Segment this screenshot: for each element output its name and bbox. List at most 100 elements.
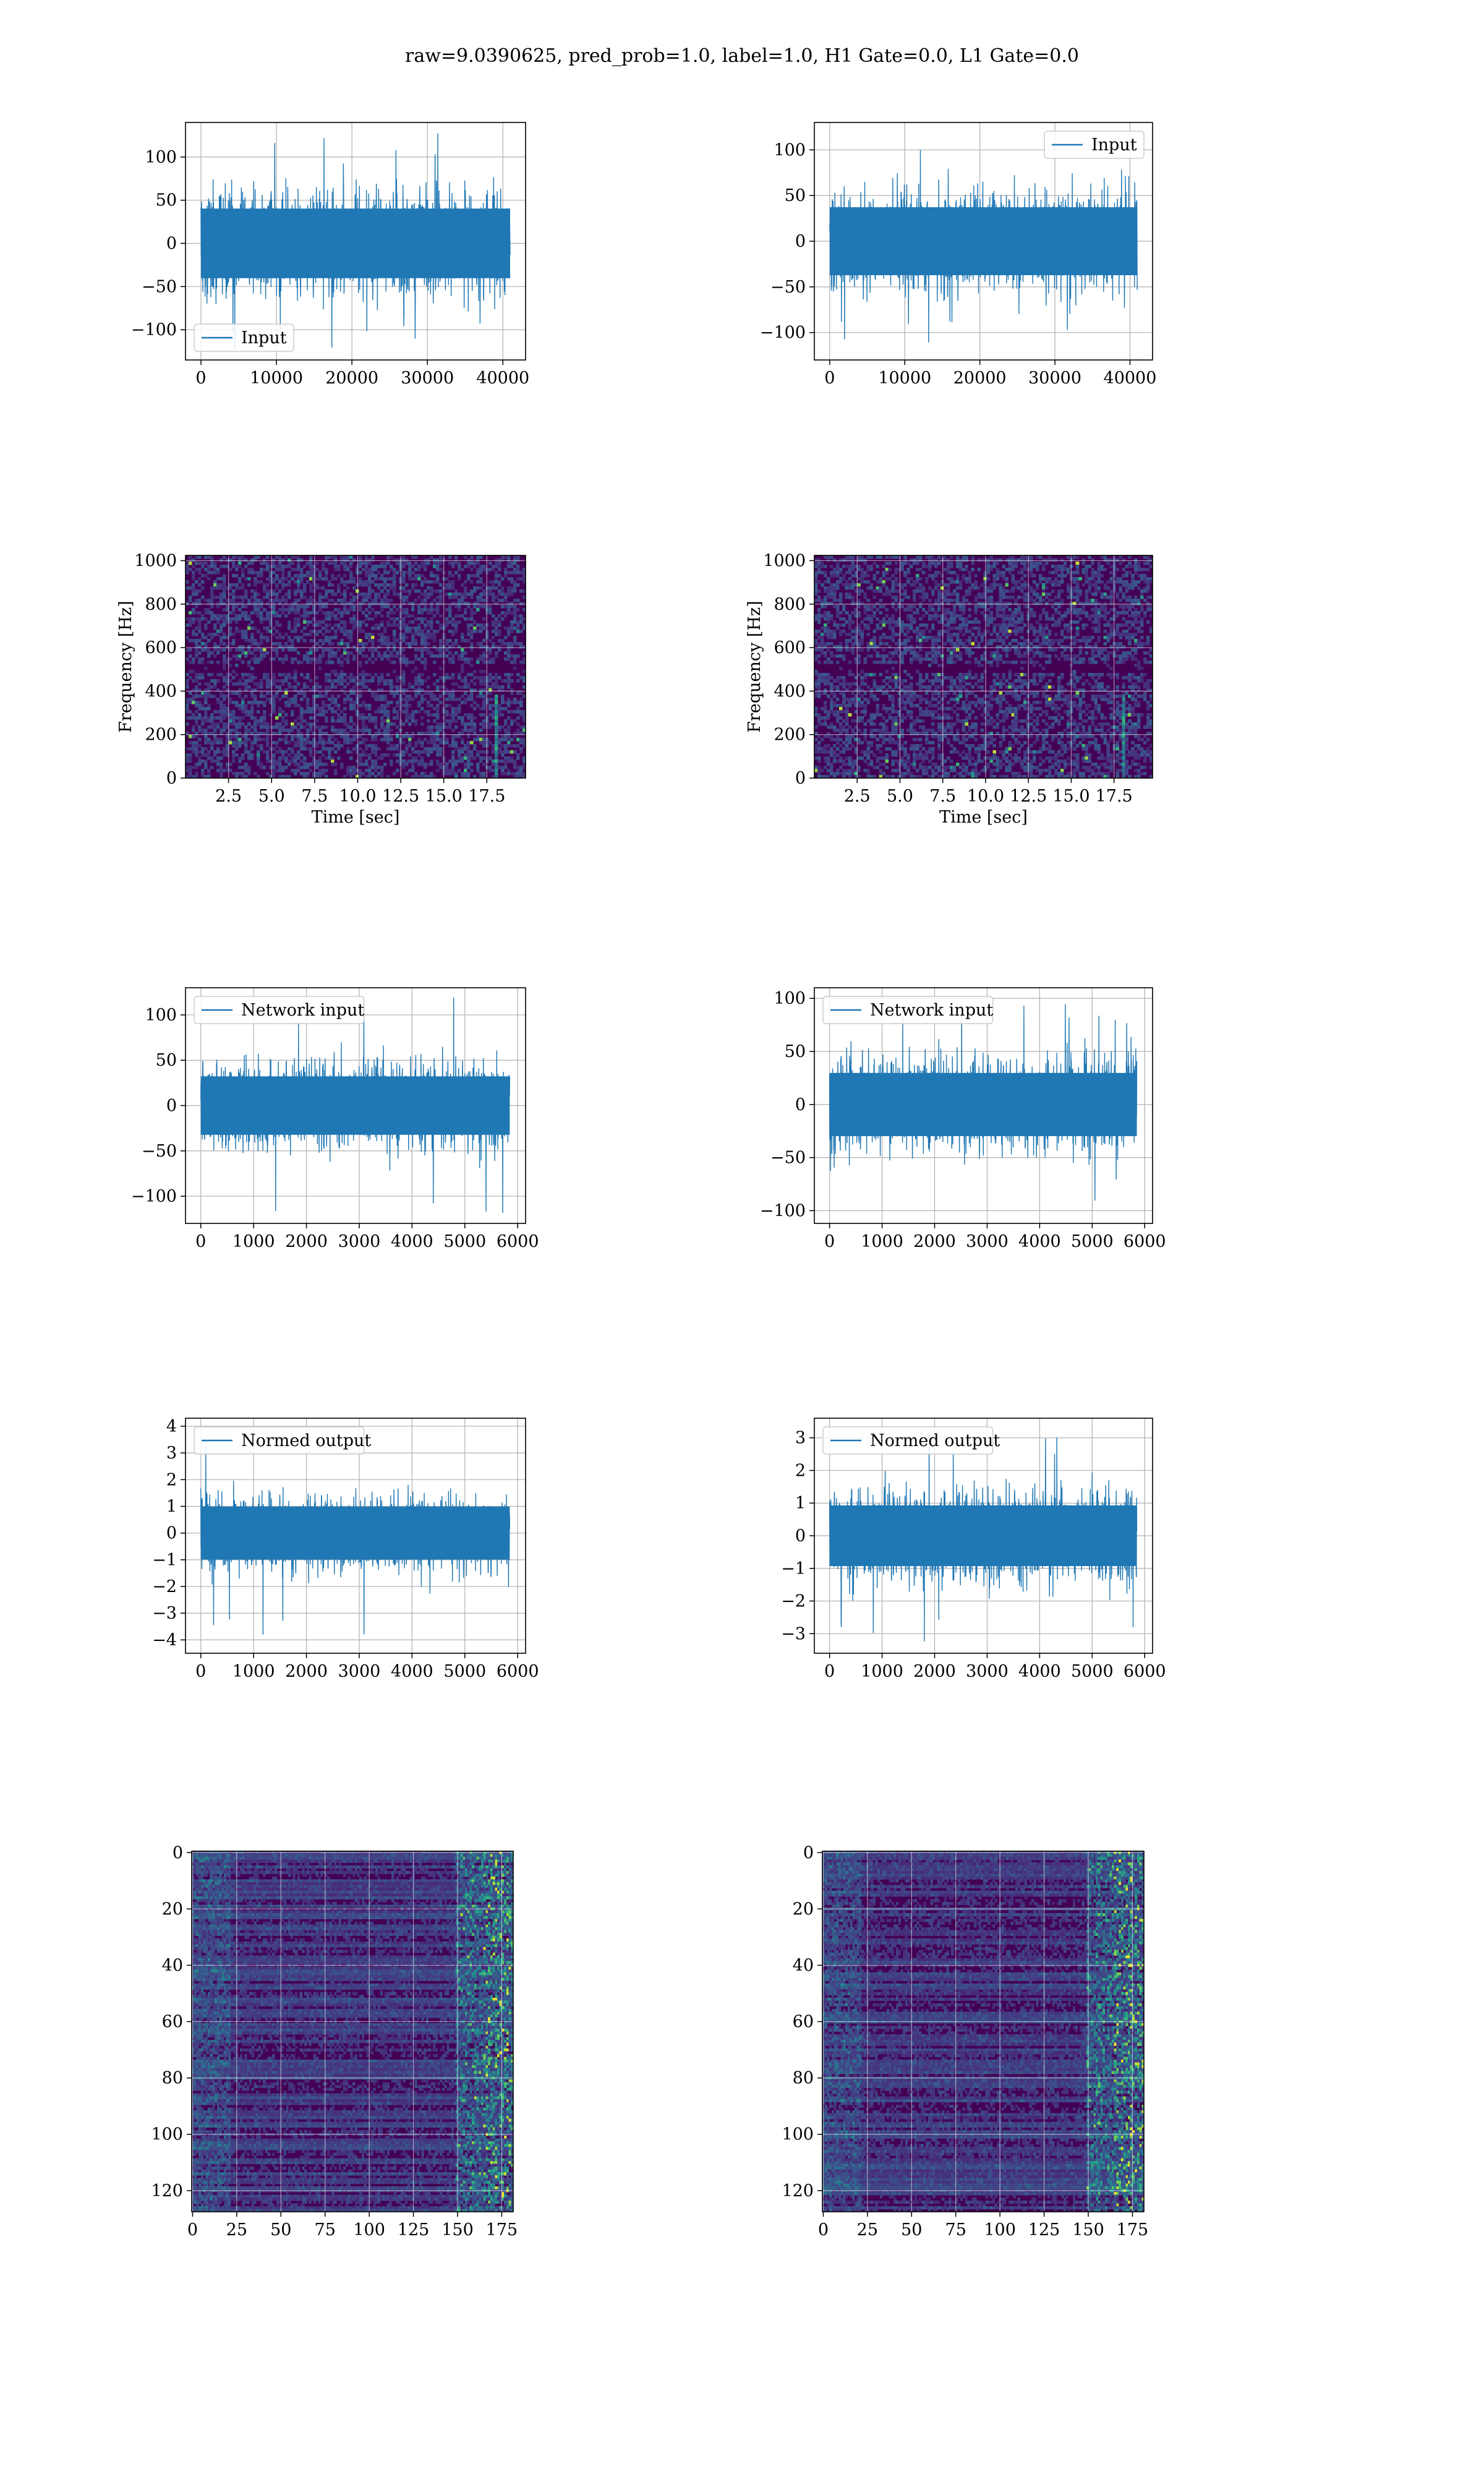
heatmap-cell [198,568,202,571]
heatmap-cell [464,747,467,751]
heatmap-cell [368,571,372,575]
heatmap-cell [198,756,202,760]
heatmap-cell [204,710,208,714]
heatmap-cell [232,589,236,593]
heatmap-cell [377,747,381,751]
heatmap-cell [857,577,861,581]
heatmap-cell [439,614,443,618]
heatmap-cell [445,577,449,581]
heatmap-cell [458,753,461,757]
heatmap-cell [949,599,953,602]
heatmap-cell [1008,562,1012,565]
heatmap-cell [247,627,251,630]
heatmap-cell [1088,583,1092,587]
heatmap-cell [820,571,824,575]
heatmap-cell [424,636,427,640]
heatmap-cell [414,639,418,643]
heatmap-cell [814,571,818,575]
heatmap-cell [272,710,276,714]
heatmap-cell [284,735,288,738]
heatmap-cell [223,769,226,773]
heatmap-cell [349,593,353,596]
heatmap-cell [448,722,452,726]
heatmap-cell [241,596,245,599]
heatmap-cell [439,599,443,602]
heatmap-cell [325,704,328,708]
heatmap-cell [306,772,310,776]
heatmap-cell [439,741,443,745]
heatmap-cell [424,766,427,769]
heatmap-cell [482,605,486,609]
heatmap-cell [427,729,430,732]
heatmap-cell [439,722,443,726]
heatmap-cell [232,719,236,723]
heatmap-cell [229,735,232,738]
heatmap-cell [257,744,260,748]
heatmap-cell [303,719,307,723]
heatmap-cell [971,586,975,590]
heatmap-cell [996,602,999,606]
heatmap-cell [250,611,254,615]
heatmap-cell [955,562,960,565]
heatmap-cell [996,574,999,578]
heatmap-cell [235,614,239,618]
heatmap-cell [1081,559,1086,562]
heatmap-cell [470,568,474,571]
heatmap-cell [1140,589,1144,593]
heatmap-cell [241,682,245,686]
heatmap-cell [476,735,480,738]
heatmap-cell [189,772,192,776]
heatmap-cell [343,707,347,711]
heatmap-cell [1054,577,1058,581]
heatmap-cell [1002,586,1005,590]
heatmap-cell [519,691,523,695]
heatmap-cell [368,611,372,615]
heatmap-cell [303,682,307,686]
heatmap-cell [269,679,273,683]
heatmap-cell [257,574,260,578]
heatmap-cell [823,580,827,584]
heatmap-cell [257,611,260,615]
heatmap-cell [254,654,257,658]
heatmap-cell [1115,593,1119,596]
heatmap-cell [1075,577,1080,581]
heatmap-cell [278,732,282,735]
heatmap-cell [427,651,430,655]
heatmap-cell [229,627,232,630]
heatmap-cell [195,747,198,751]
heatmap-cell [318,630,322,633]
heatmap-cell [1097,565,1101,568]
heatmap-cell [461,722,464,726]
heatmap-cell [1023,596,1027,599]
heatmap-cell [250,562,254,565]
heatmap-cell [522,710,526,714]
legend-frame [1044,131,1145,159]
heatmap-cell [1057,596,1061,599]
heatmap-cell [374,747,378,751]
heatmap-cell [903,583,907,587]
heatmap-cell [1146,580,1150,584]
heatmap-cell [374,719,378,723]
heatmap-cell [337,642,341,646]
heatmap-cell [306,763,310,766]
heatmap-cell [1072,605,1077,609]
heatmap-cell [195,673,198,677]
heatmap-cell [504,747,508,751]
heatmap-cell [488,704,492,708]
heatmap-cell [430,602,433,606]
heatmap-cell [291,769,294,773]
heatmap-cell [312,648,316,652]
heatmap-cell [467,695,471,698]
heatmap-cell [411,756,415,760]
heatmap-cell [284,583,288,587]
heatmap-cell [1039,599,1043,602]
heatmap-cell [247,583,251,587]
heatmap-cell [365,747,369,751]
heatmap-cell [467,657,471,661]
heatmap-cell [204,648,208,652]
heatmap-cell [448,611,452,615]
heatmap-cell [284,688,288,692]
heatmap-cell [885,568,889,571]
heatmap-cell [365,608,369,612]
